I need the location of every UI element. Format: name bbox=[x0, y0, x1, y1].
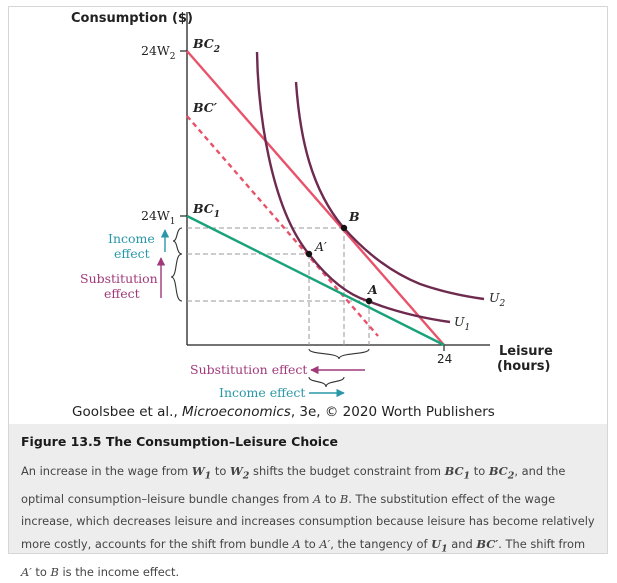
income-effect-brace bbox=[172, 227, 183, 255]
point-a-label: A bbox=[367, 282, 378, 297]
substitution-effect-brace bbox=[170, 253, 183, 302]
figure-caption: Figure 13.5 The Consumption–Leisure Choi… bbox=[9, 424, 607, 579]
publisher-credit: Goolsbee et al., Microeconomics, 3e, © 2… bbox=[72, 404, 495, 420]
point-a-marker bbox=[365, 297, 373, 305]
substitution-effect-h-brace bbox=[308, 348, 370, 360]
caption-title: Figure 13.5 The Consumption–Leisure Choi… bbox=[21, 434, 338, 449]
bc1-label: BC1 bbox=[192, 201, 220, 220]
y-tick-24w1: 24W1 bbox=[141, 208, 176, 227]
point-a-prime-marker bbox=[305, 250, 313, 258]
indifference-curve-u1 bbox=[255, 51, 451, 324]
bc-prime-label: BC′ bbox=[192, 100, 218, 115]
point-b-label: B bbox=[348, 209, 360, 224]
caption-body: An increase in the wage from W1 to W2 sh… bbox=[21, 464, 595, 579]
substitution-effect-label-line2: effect bbox=[104, 286, 140, 301]
indifference-curve-u2 bbox=[294, 81, 485, 301]
substitution-effect-label-line1: Substitution bbox=[80, 271, 158, 286]
income-effect-label-line1: Income bbox=[108, 231, 155, 246]
consumption-leisure-diagram: Consumption ($) Leisure (hours) 24 24W2 … bbox=[71, 11, 553, 400]
budget-constraint-bc1 bbox=[186, 214, 445, 347]
x-axis-title-line2: (hours) bbox=[497, 359, 550, 374]
y-tick-24w2: 24W2 bbox=[141, 43, 176, 62]
income-effect-h-label: Income effect bbox=[219, 385, 305, 400]
y-axis-title: Consumption ($) bbox=[71, 11, 193, 26]
income-effect-h-brace bbox=[308, 376, 345, 388]
u1-label: U1 bbox=[454, 314, 470, 333]
u2-label: U2 bbox=[489, 290, 506, 309]
point-b-marker bbox=[340, 224, 348, 232]
substitution-effect-h-label: Substitution effect bbox=[190, 362, 307, 377]
x-axis-title-line1: Leisure bbox=[499, 344, 553, 359]
income-effect-label-line2: effect bbox=[114, 246, 150, 261]
bc2-label: BC2 bbox=[192, 36, 220, 55]
budget-constraint-bc-prime bbox=[186, 115, 379, 337]
x-tick-24: 24 bbox=[437, 352, 452, 366]
point-a-prime-label: A′ bbox=[314, 239, 327, 254]
budget-constraint-bc2 bbox=[186, 50, 445, 346]
